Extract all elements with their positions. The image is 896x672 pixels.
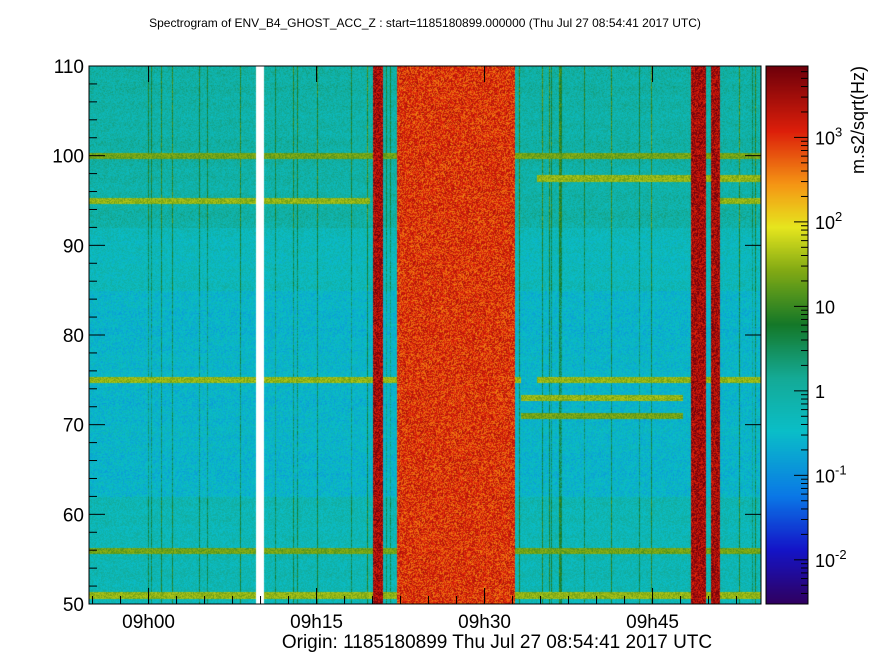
chart-title: Spectrogram of ENV_B4_GHOST_ACC_Z : star… [149, 16, 701, 30]
x-axis: 09h00 09h15 09h30 09h45 [92, 66, 738, 633]
y-tick-label: 110 [54, 57, 84, 78]
x-tick-label: 09h15 [290, 612, 343, 633]
colorbar-tick-label: 10-2 [815, 547, 847, 571]
colorbar-label: m.s2/sqrt(Hz) [848, 66, 868, 174]
y-tick-label: 100 [52, 147, 84, 168]
x-tick-label: 09h45 [626, 612, 679, 633]
colorbar-ticks: 10-2 10-1 1 10 102 103 [794, 65, 847, 605]
colorbar-tick-label: 10-1 [815, 462, 847, 486]
spectrogram-heatmap [89, 66, 761, 604]
colorbar-tick-label: 1 [815, 382, 825, 402]
y-tick-label: 60 [63, 505, 84, 526]
colorbar: 10-2 10-1 1 10 102 103 m.s2/sqrt(Hz) [765, 65, 868, 605]
colorbar-tick-label: 103 [815, 124, 842, 148]
spectrogram-plot-area [88, 65, 762, 605]
x-axis-label: Origin: 1185180899 Thu Jul 27 08:54:41 2… [282, 632, 712, 653]
y-tick-label: 80 [63, 326, 84, 347]
x-tick-label: 09h30 [458, 612, 511, 633]
y-tick-label: 90 [63, 236, 84, 257]
y-axis: 50 60 70 80 90 100 110 [52, 57, 761, 616]
colorbar-tick-label: 10 [815, 297, 835, 317]
colorbar-frame [765, 65, 809, 605]
y-tick-label: 70 [63, 416, 84, 437]
y-tick-label: 50 [63, 595, 84, 616]
colorbar-gradient [766, 66, 808, 604]
colorbar-tick-label: 102 [815, 209, 842, 233]
x-tick-label: 09h00 [122, 612, 175, 633]
